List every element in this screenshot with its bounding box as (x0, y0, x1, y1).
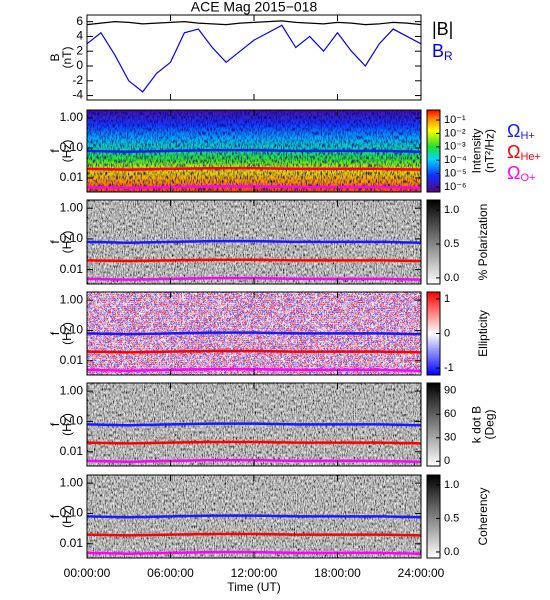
colorbar-tick-label: 1.0 (444, 204, 459, 216)
y-tick-label: 1.00 (60, 475, 84, 489)
colorbar-label: (nT²/Hz) (483, 129, 497, 173)
colorbar-label: k dot B (470, 406, 484, 443)
y-tick-label: 0.10 (60, 323, 84, 337)
legend-label: Ω (507, 142, 520, 162)
colorbar-tick-label: 90 (444, 385, 456, 397)
legend-label: |B| (432, 19, 453, 39)
series-line (86, 148, 422, 153)
colorbar-tick-label: 0.0 (444, 272, 459, 284)
y-tick-label: 0.10 (60, 140, 84, 154)
y-tick-label: -4 (72, 88, 83, 102)
y-axis-label: f (48, 422, 62, 426)
series-line (86, 532, 422, 537)
y-tick-label: 2 (76, 43, 83, 57)
y-tick-label: 0.01 (60, 353, 84, 367)
colorbar-tick-label: 1 (444, 293, 450, 305)
colorbar-tick-label: -1 (444, 362, 454, 374)
y-axis-label: (Hz) (60, 413, 74, 436)
x-tick-label: 12:00:00 (231, 566, 278, 580)
colorbar-tick-label: 1.0 (444, 479, 459, 491)
colorbar-tick-label: 10⁻¹ (444, 114, 466, 126)
colorbar-label: Intensity (470, 129, 484, 174)
legend-entry: ΩHe+ (507, 142, 541, 163)
y-axis-label: (Hz) (60, 505, 74, 528)
legend-entry: ΩH+ (507, 121, 535, 142)
legend-entry: ΩO+ (507, 163, 535, 184)
colorbar-label: Ellipticity (476, 310, 490, 357)
colorbar-tick-label: 0.0 (444, 546, 459, 558)
y-tick-label: 0 (76, 58, 83, 72)
y-axis-label: f (48, 331, 62, 335)
y-tick-label: 0.01 (60, 444, 84, 458)
series-line (86, 440, 422, 445)
y-axis-label: f (48, 514, 62, 518)
legend-subscript: O+ (520, 172, 535, 184)
colorbar-tick-label: 10⁻² (444, 127, 466, 139)
series-line (86, 331, 422, 336)
colorbar-tick-label: 0.5 (444, 512, 459, 524)
colorbar-tick-label: 10⁻⁵ (444, 167, 467, 179)
chart-title: ACE Mag 2015−018 (191, 0, 318, 15)
colorbar-label: (Deg) (483, 409, 497, 439)
series-line (86, 349, 422, 354)
colorbar-tick-label: 0 (444, 327, 450, 339)
series-line (86, 24, 422, 93)
colorbar-tick-label: 30 (444, 432, 456, 444)
y-tick-label: 1.00 (60, 292, 84, 306)
colorbar-tick-label: 0.5 (444, 238, 459, 250)
series-line (86, 239, 422, 244)
x-axis-label: Time (UT) (227, 580, 281, 594)
legend-label: B (432, 41, 444, 61)
colorbar (426, 109, 441, 193)
series-line (86, 167, 422, 171)
legend-subscript: He+ (520, 151, 541, 163)
colorbar-label: Coherency (476, 487, 490, 545)
legend-label: Ω (507, 163, 520, 183)
y-tick-label: 6 (76, 14, 83, 28)
y-tick-label: 0.01 (60, 536, 84, 550)
x-tick-label: 00:00:00 (64, 566, 111, 580)
x-tick-label: 24:00:00 (398, 566, 445, 580)
colorbar-tick-label: 60 (444, 408, 456, 420)
colorbar-tick-label: 10⁻⁶ (444, 181, 467, 193)
colorbar-tick-label: 10⁻⁴ (444, 154, 467, 166)
legend-label: Ω (507, 121, 520, 141)
y-tick-label: 0.01 (60, 262, 84, 276)
y-axis-label: (Hz) (60, 231, 74, 254)
colorbar (426, 382, 441, 467)
colorbar-tick-label: 10⁻³ (444, 141, 466, 153)
legend-entry: BR (432, 41, 453, 63)
y-axis-label: (Hz) (60, 322, 74, 345)
y-tick-label: -2 (72, 73, 83, 87)
x-tick-label: 06:00:00 (147, 566, 194, 580)
y-tick-label: 0.01 (60, 170, 84, 184)
y-axis-label: (Hz) (60, 140, 74, 163)
series-line (86, 258, 422, 263)
colorbar-label: % Polarization (476, 204, 490, 281)
colorbar (426, 474, 441, 559)
y-axis-label: B (48, 53, 62, 61)
legend-entry: |B| (432, 19, 453, 39)
y-axis-label: (nT) (60, 47, 74, 69)
y-tick-label: 0.10 (60, 231, 84, 245)
y-tick-label: 4 (76, 29, 83, 43)
y-tick-label: 0.10 (60, 506, 84, 520)
colorbar (426, 199, 441, 285)
colorbar-tick-label: 0 (444, 455, 450, 467)
y-axis-label: f (48, 149, 62, 153)
series-line (86, 20, 422, 26)
y-tick-label: 0.10 (60, 414, 84, 428)
y-axis-label: f (48, 240, 62, 244)
y-tick-label: 1.00 (60, 383, 84, 397)
y-tick-label: 1.00 (60, 110, 84, 124)
y-tick-label: 1.00 (60, 200, 84, 214)
series-line (86, 422, 422, 427)
x-tick-label: 18:00:00 (314, 566, 361, 580)
series-line (86, 514, 422, 519)
legend-subscript: H+ (520, 130, 534, 142)
legend-subscript: R (444, 49, 453, 63)
